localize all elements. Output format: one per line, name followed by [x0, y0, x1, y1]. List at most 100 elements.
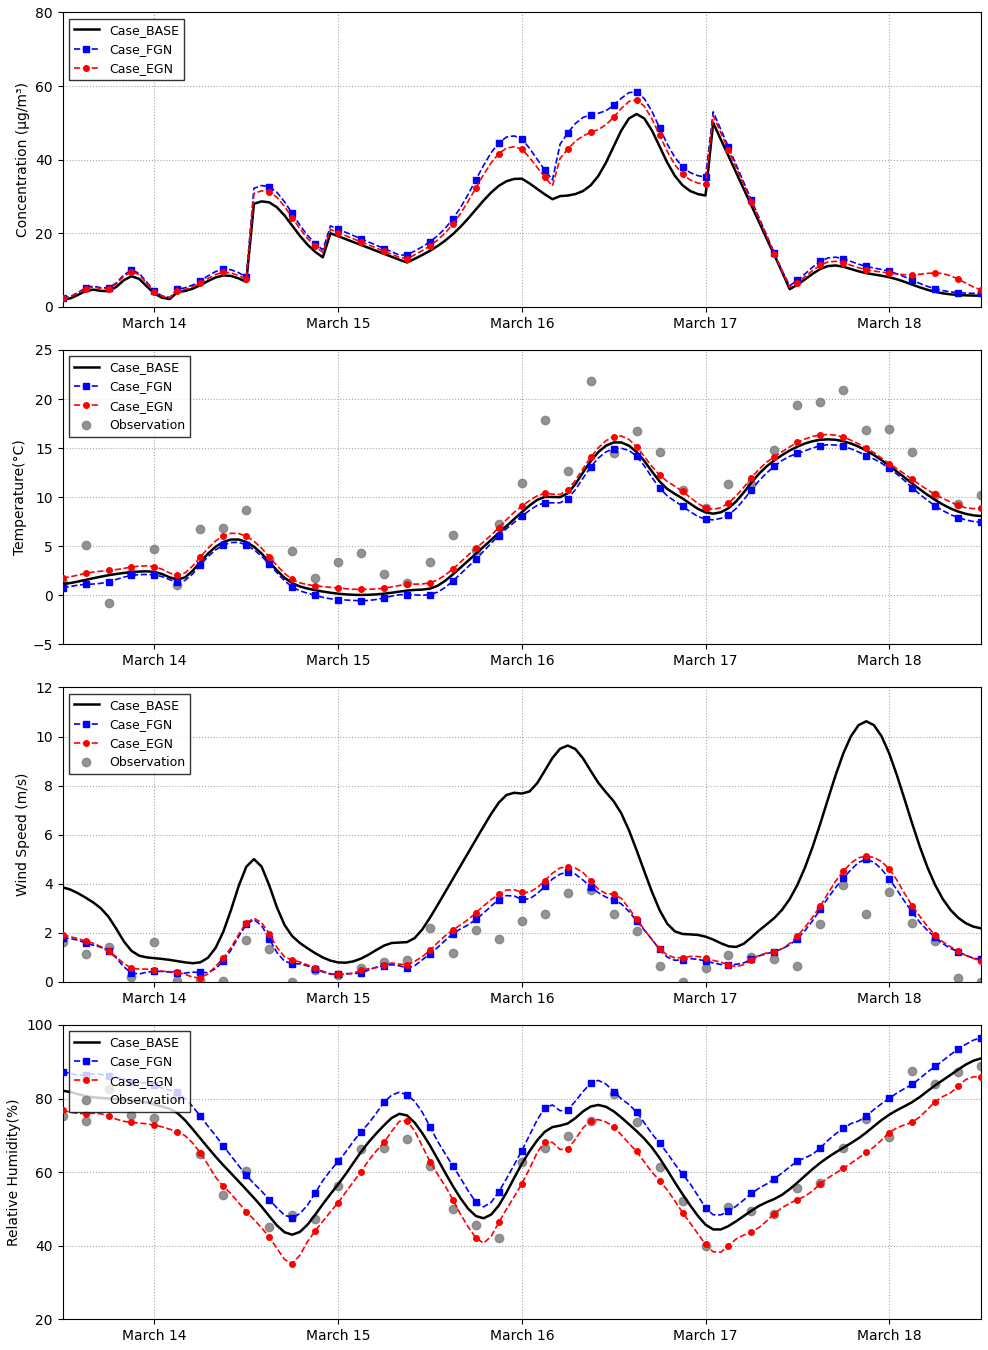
Observation — [608, 1087, 619, 1103]
Observation — [195, 1146, 206, 1162]
Observation — [148, 934, 160, 950]
Case_BASE — [822, 431, 834, 447]
Observation — [769, 441, 781, 458]
Case_FGN — [929, 498, 941, 514]
Case_EGN — [685, 948, 697, 964]
Line: Case_EGN: Case_EGN — [60, 1075, 984, 1266]
Observation — [883, 1129, 895, 1145]
Case_BASE — [271, 1218, 283, 1234]
Observation — [677, 973, 689, 990]
Observation — [906, 444, 918, 460]
Observation — [125, 1107, 137, 1123]
Case_EGN — [271, 189, 283, 205]
Case_BASE — [447, 225, 458, 242]
Observation — [538, 412, 550, 428]
Observation — [401, 575, 413, 591]
Observation — [103, 1081, 115, 1098]
Case_EGN — [822, 427, 834, 443]
Observation — [929, 487, 941, 504]
Observation — [355, 1141, 367, 1157]
Observation — [332, 1177, 344, 1193]
Case_FGN — [822, 436, 834, 452]
Observation — [470, 541, 482, 558]
Observation — [585, 1112, 597, 1129]
Observation — [470, 922, 482, 938]
Case_FGN — [271, 184, 283, 200]
Case_FGN — [56, 1064, 68, 1080]
Case_FGN — [355, 593, 367, 609]
Case_FGN — [630, 84, 642, 100]
Case_EGN — [975, 500, 987, 516]
Case_FGN — [148, 567, 160, 583]
Observation — [56, 1108, 68, 1125]
Case_BASE — [148, 950, 160, 967]
Observation — [654, 444, 666, 460]
Case_FGN — [685, 950, 697, 967]
Case_BASE — [638, 452, 650, 468]
Case_BASE — [685, 495, 697, 512]
Observation — [952, 1064, 964, 1080]
Observation — [355, 545, 367, 562]
Case_EGN — [638, 99, 650, 115]
Observation — [56, 933, 68, 949]
Observation — [470, 1216, 482, 1233]
Observation — [80, 537, 92, 554]
Case_FGN — [454, 1170, 466, 1187]
Case_EGN — [638, 921, 650, 937]
Observation — [217, 973, 229, 990]
Case_EGN — [922, 1102, 934, 1118]
Legend: Case_BASE, Case_FGN, Case_EGN, Observation: Case_BASE, Case_FGN, Case_EGN, Observati… — [69, 356, 190, 437]
Observation — [677, 1193, 689, 1210]
Observation — [538, 906, 550, 922]
Observation — [56, 575, 68, 591]
Case_EGN — [56, 927, 68, 944]
Case_EGN — [454, 1207, 466, 1223]
Case_FGN — [271, 945, 283, 961]
Case_FGN — [638, 90, 650, 107]
Observation — [172, 1089, 184, 1106]
Observation — [791, 1180, 803, 1196]
Y-axis label: Wind Speed (m/s): Wind Speed (m/s) — [16, 774, 30, 896]
Observation — [378, 1139, 390, 1156]
Case_BASE — [271, 200, 283, 216]
Case_EGN — [148, 963, 160, 979]
Case_FGN — [929, 929, 941, 945]
Observation — [240, 931, 252, 948]
Case_FGN — [638, 922, 650, 938]
Observation — [838, 878, 850, 894]
Case_BASE — [148, 1096, 160, 1112]
Case_FGN — [287, 1210, 298, 1226]
Observation — [125, 968, 137, 984]
Case_FGN — [454, 921, 466, 937]
Observation — [952, 497, 964, 513]
Case_BASE — [56, 292, 68, 308]
Line: Observation: Observation — [58, 1061, 985, 1250]
Observation — [929, 933, 941, 949]
Observation — [240, 1162, 252, 1179]
Case_BASE — [929, 878, 941, 894]
Case_FGN — [685, 165, 697, 181]
Case_BASE — [187, 954, 199, 971]
Observation — [861, 906, 872, 922]
Observation — [493, 516, 505, 532]
Case_FGN — [271, 564, 283, 580]
Legend: Case_BASE, Case_FGN, Case_EGN, Observation: Case_BASE, Case_FGN, Case_EGN, Observati… — [69, 694, 190, 775]
Observation — [929, 1076, 941, 1092]
Observation — [148, 1110, 160, 1126]
Observation — [287, 973, 298, 990]
Observation — [722, 477, 734, 493]
Case_EGN — [447, 216, 458, 232]
Observation — [883, 884, 895, 900]
Case_EGN — [967, 1069, 979, 1085]
Case_BASE — [922, 282, 934, 298]
Case_FGN — [685, 504, 697, 520]
Observation — [80, 946, 92, 963]
Case_BASE — [975, 1050, 987, 1066]
Observation — [217, 520, 229, 536]
Case_EGN — [287, 1256, 298, 1272]
Line: Case_FGN: Case_FGN — [60, 1035, 984, 1220]
Case_FGN — [922, 278, 934, 294]
Observation — [103, 595, 115, 612]
Case_BASE — [638, 863, 650, 879]
Case_BASE — [454, 1191, 466, 1207]
